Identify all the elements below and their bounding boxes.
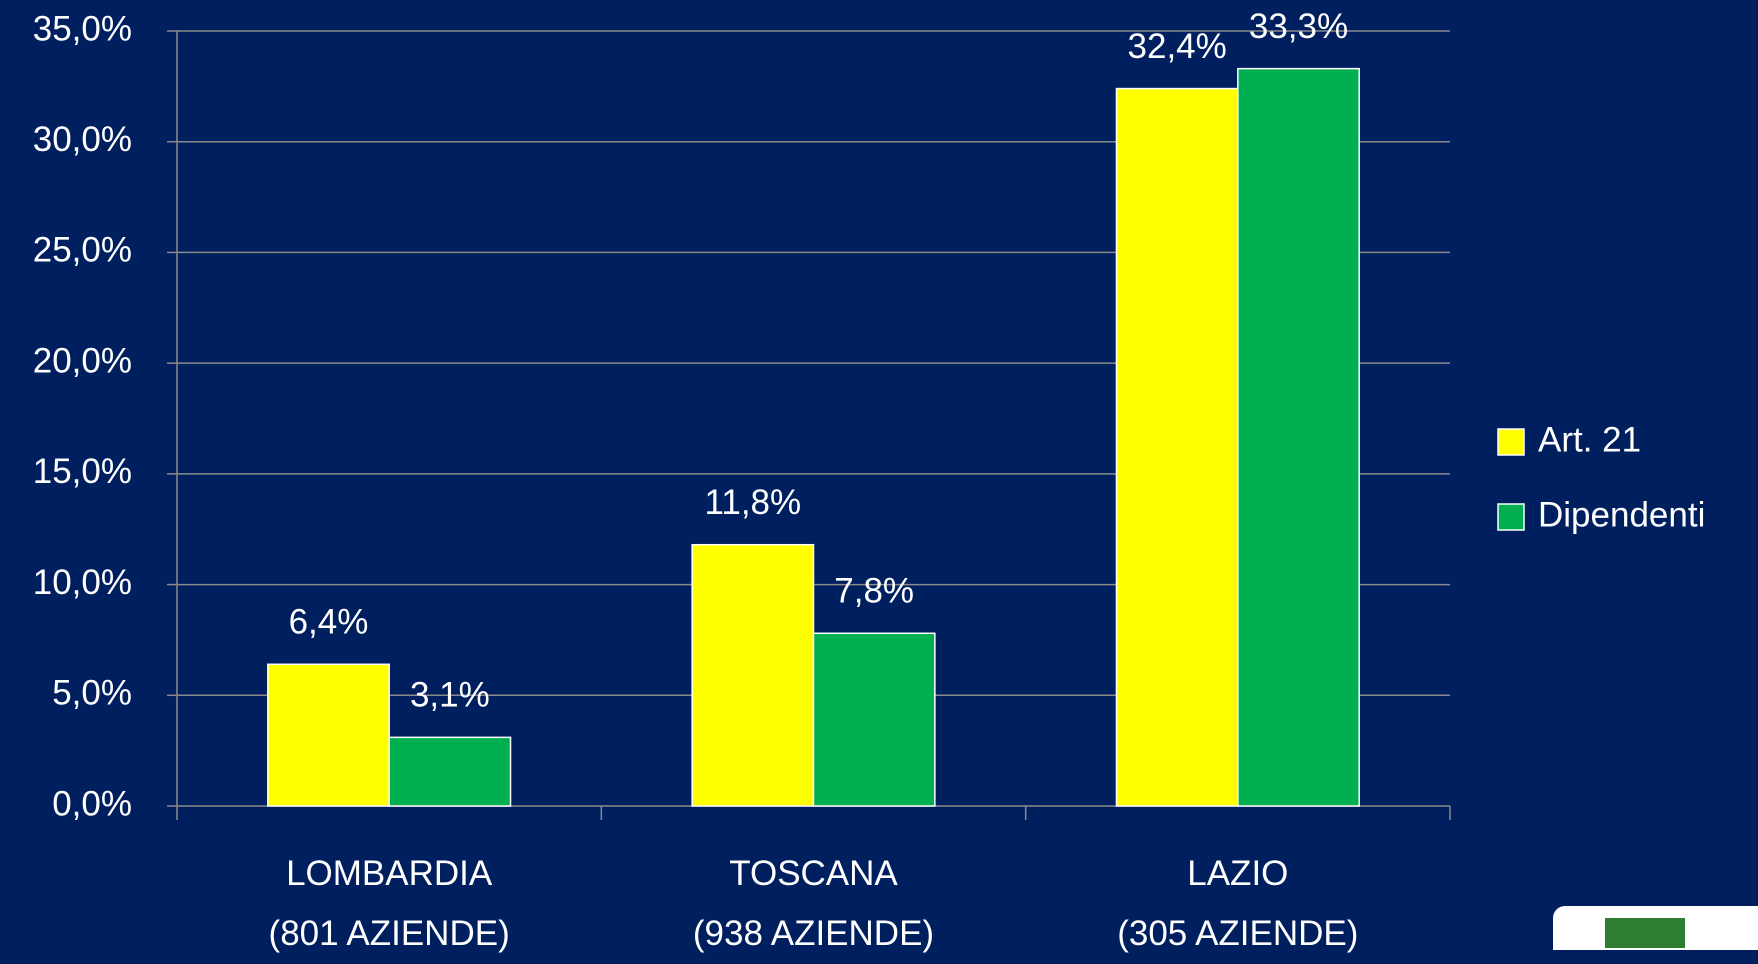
bar	[812, 632, 936, 807]
bar	[691, 543, 815, 807]
legend-swatch	[1497, 503, 1525, 531]
bar	[1115, 87, 1239, 807]
logo-icon	[1605, 918, 1685, 948]
y-tick-label: 0,0%	[52, 784, 132, 823]
legend-label: Art. 21	[1538, 420, 1641, 459]
data-label: 11,8%	[704, 483, 801, 522]
y-tick-label: 15,0%	[33, 452, 132, 491]
y-tick-label: 5,0%	[52, 674, 132, 713]
data-label: 33,3%	[1249, 7, 1348, 46]
y-tick-label: 20,0%	[33, 341, 132, 380]
data-label: 3,1%	[410, 676, 490, 715]
x-tick-label: TOSCANA (938 AZIENDE)	[692, 854, 935, 953]
bar	[388, 736, 512, 807]
bar	[1237, 67, 1360, 807]
bar	[267, 663, 390, 807]
x-tick-label: LOMBARDIA (801 AZIENDE)	[268, 854, 510, 953]
data-label: 6,4%	[289, 603, 369, 642]
legend-swatch	[1497, 428, 1525, 456]
data-label: 7,8%	[834, 572, 914, 611]
y-tick-label: 25,0%	[33, 231, 132, 270]
y-tick-label: 30,0%	[33, 120, 132, 159]
x-tick-label: LAZIO (305 AZIENDE)	[1117, 854, 1359, 953]
data-label: 32,4%	[1128, 27, 1227, 66]
legend-label: Dipendenti	[1538, 495, 1705, 534]
y-tick-label: 10,0%	[33, 563, 132, 602]
y-tick-label: 35,0%	[33, 9, 132, 48]
